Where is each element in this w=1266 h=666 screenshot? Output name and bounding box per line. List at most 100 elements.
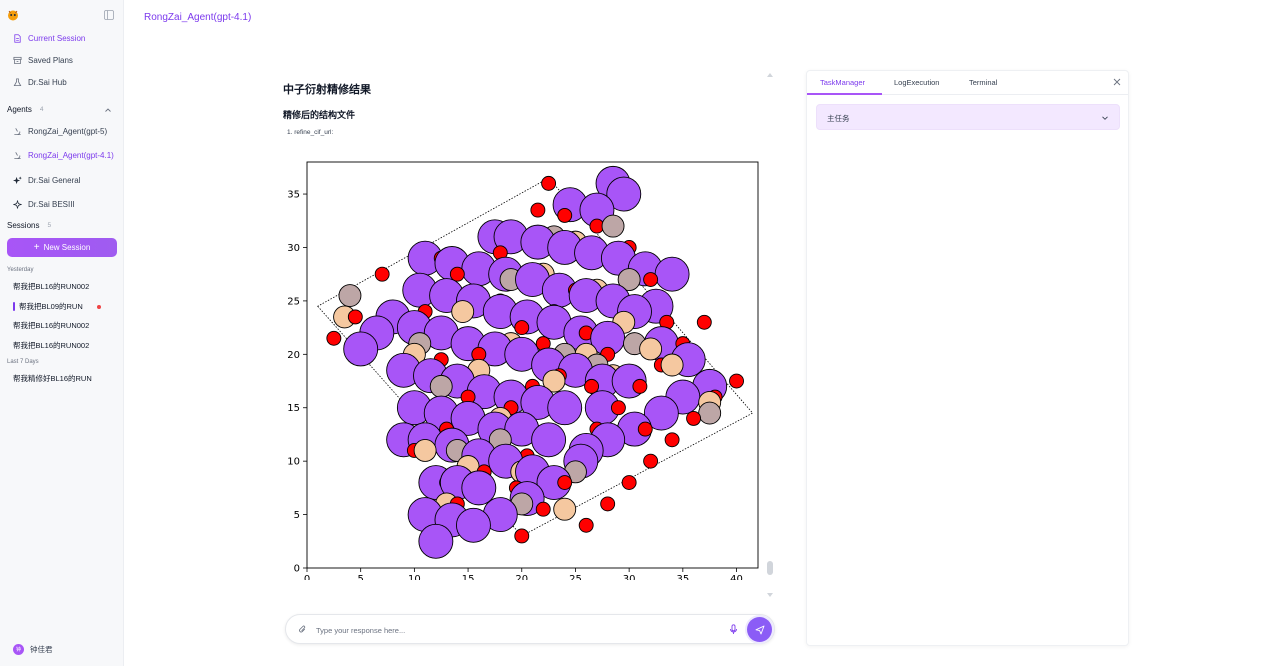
microscope-icon	[14, 151, 21, 159]
chevron-up-icon[interactable]	[104, 106, 112, 114]
atom-point	[632, 378, 648, 394]
group-label-yesterday: Yesterday	[7, 267, 34, 273]
scroll-down-icon[interactable]	[766, 592, 774, 598]
atom-point	[621, 475, 637, 490]
agent-label: Dr.Sai General	[28, 175, 81, 185]
atom-point	[637, 421, 653, 437]
atom-point	[418, 523, 454, 559]
x-tick-label: 35	[676, 574, 689, 580]
agent-drsai-besiii[interactable]: Dr.Sai BESIII	[13, 197, 75, 211]
new-session-label: New Session	[43, 243, 91, 252]
main-task-label: 主任务	[827, 114, 850, 123]
axes-frame	[306, 161, 759, 569]
nav-saved-plans[interactable]: Saved Plans	[13, 53, 73, 67]
tab-terminal[interactable]: Terminal	[969, 78, 998, 87]
right-panel: TaskManager LogExecution Terminal 主任务	[806, 70, 1129, 646]
x-tick-label: 10	[408, 574, 421, 580]
y-tick-label: 20	[287, 350, 300, 361]
atom-point	[698, 401, 722, 425]
agent-label: Dr.Sai BESIII	[28, 199, 75, 209]
y-tick-label: 10	[287, 457, 300, 468]
atom-point	[696, 314, 712, 330]
scroll-up-icon[interactable]	[766, 72, 774, 78]
microphone-icon[interactable]	[729, 624, 738, 635]
nav-label: Current Session	[28, 33, 86, 43]
agent-rongzai-gpt41[interactable]: RongZai_Agent(gpt-4.1)	[13, 148, 114, 162]
y-tick-label: 35	[287, 190, 300, 201]
agent-label: RongZai_Agent(gpt-5)	[28, 126, 108, 136]
tab-taskmanager[interactable]: TaskManager	[820, 78, 866, 87]
atom-point	[610, 400, 626, 416]
atom-point	[455, 507, 491, 543]
collapse-sidebar-icon[interactable]	[104, 10, 114, 20]
list-item: 1. refine_cif_url:	[287, 129, 334, 136]
nav-label: Saved Plans	[28, 55, 73, 65]
atom-point	[584, 378, 600, 394]
agent-title: RongZai_Agent(gpt-4.1)	[144, 12, 252, 23]
session-item[interactable]: 帮我把BL16的RUN002	[13, 321, 89, 330]
x-tick-label: 15	[462, 574, 475, 580]
send-button[interactable]	[747, 617, 772, 642]
scrollbar-thumb[interactable]	[767, 561, 773, 575]
atom-point	[451, 300, 475, 324]
new-session-button[interactable]: + New Session	[7, 238, 117, 257]
atom-point	[514, 320, 530, 336]
atom-point	[343, 331, 379, 367]
y-tick-label: 15	[287, 403, 300, 414]
atom-point	[643, 453, 659, 469]
atom-point	[413, 439, 437, 462]
atom-point	[601, 214, 625, 238]
atom-point	[643, 272, 659, 287]
nav-current-session[interactable]: Current Session	[13, 31, 85, 45]
tab-logexecution[interactable]: LogExecution	[894, 78, 940, 87]
result-subheading: 精修后的结构文件	[283, 110, 356, 120]
agent-drsai-general[interactable]: Dr.Sai General	[13, 173, 80, 187]
atom-point	[729, 373, 744, 389]
atom-point	[514, 528, 530, 544]
sparkles-icon	[13, 175, 22, 184]
user-name: 钟佳君	[30, 645, 53, 654]
sessions-title: Sessions	[7, 221, 40, 230]
atom-point	[578, 517, 594, 533]
y-tick-label: 25	[287, 296, 300, 307]
x-tick-label: 40	[730, 574, 743, 580]
agent-rongzai-gpt5[interactable]: RongZai_Agent(gpt-5)	[13, 124, 107, 138]
panel-tabs: TaskManager LogExecution Terminal	[807, 71, 1128, 95]
nav-drsai-hub[interactable]: Dr.Sai Hub	[13, 75, 67, 89]
chevron-down-icon	[1102, 116, 1108, 120]
atom-point	[606, 176, 642, 212]
plot-area	[317, 165, 754, 559]
session-item[interactable]: 帮我精修好BL16的RUN	[13, 374, 92, 383]
attach-icon[interactable]	[298, 625, 307, 634]
session-item[interactable]: 帮我把BL16的RUN002	[13, 341, 89, 350]
agents-count: 4	[39, 106, 44, 113]
agent-label: RongZai_Agent(gpt-4.1)	[28, 150, 114, 160]
y-tick-label: 5	[294, 510, 300, 521]
structure-plot: 0 5 10 15 20 25 30 35 40 0 5 10 15 20 25 30 35	[287, 161, 759, 580]
atom-point	[531, 422, 567, 458]
x-tick-label: 0	[304, 574, 310, 580]
session-item-active[interactable]: 帮我把BL09的RUN	[19, 302, 83, 311]
atom-point	[374, 266, 390, 282]
user-profile[interactable]: 钟 钟佳君	[13, 644, 53, 655]
atom-point	[535, 501, 551, 517]
atom-point	[326, 330, 342, 346]
microscope-icon	[14, 127, 21, 135]
agents-title: Agents	[7, 105, 32, 114]
document-icon	[14, 33, 21, 43]
close-icon[interactable]	[1113, 78, 1121, 86]
nav-label: Dr.Sai Hub	[28, 77, 67, 87]
avatar: 钟	[13, 644, 24, 655]
atom-point	[530, 202, 546, 218]
flask-icon	[13, 77, 22, 86]
message-input[interactable]	[316, 623, 716, 637]
y-tick-label: 30	[287, 243, 300, 254]
session-item[interactable]: 帮我把BL16的RUN002	[13, 282, 89, 291]
x-tick-label: 25	[569, 574, 582, 580]
atom-point	[639, 337, 663, 361]
group-label-last-7-days: Last 7 Days	[7, 359, 39, 365]
atom-point	[654, 256, 690, 292]
unread-dot	[97, 305, 101, 309]
atom-point	[643, 395, 679, 431]
main-task-row[interactable]: 主任务	[816, 104, 1120, 130]
